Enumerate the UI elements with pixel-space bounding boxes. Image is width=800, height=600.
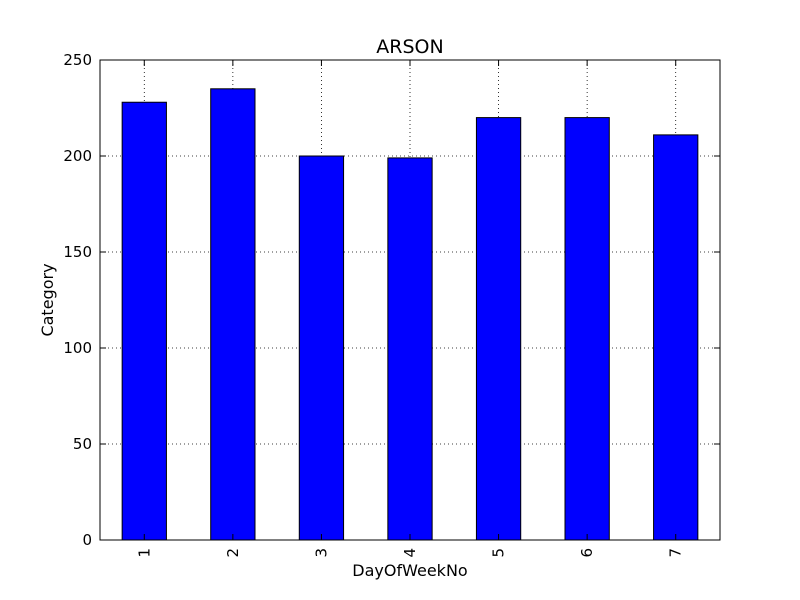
y-tick-label: 200: [63, 147, 92, 165]
bar-5: [475, 117, 522, 541]
x-tick-label: 7: [667, 548, 685, 558]
x-tick-label: 6: [578, 548, 596, 558]
x-tick-label: 4: [401, 548, 419, 558]
bar-6: [564, 117, 610, 541]
y-tick-label: 150: [63, 243, 92, 261]
x-axis-title: DayOfWeekNo: [352, 561, 467, 580]
y-axis-title: Category: [38, 263, 57, 336]
x-tick-label: 1: [135, 548, 153, 558]
y-tick-label: 50: [73, 435, 92, 453]
y-tick-label: 250: [63, 51, 92, 69]
bars-group: [121, 88, 699, 541]
bar-3: [298, 155, 345, 541]
bar-7: [653, 134, 699, 541]
tick-labels: 0 50 100 150 200 250 1 2 3 4 5 6 7: [63, 51, 684, 558]
x-tick-label: 5: [490, 548, 508, 558]
x-tick-label: 2: [224, 548, 242, 558]
bar-4: [387, 157, 433, 541]
y-tick-label: 100: [63, 339, 92, 357]
y-tick-label: 0: [82, 531, 92, 549]
bar-1: [121, 101, 167, 541]
axis-ticks: [100, 59, 720, 541]
chart-title: ARSON: [376, 36, 443, 58]
bar-2: [210, 88, 256, 541]
x-tick-label: 3: [312, 548, 330, 558]
